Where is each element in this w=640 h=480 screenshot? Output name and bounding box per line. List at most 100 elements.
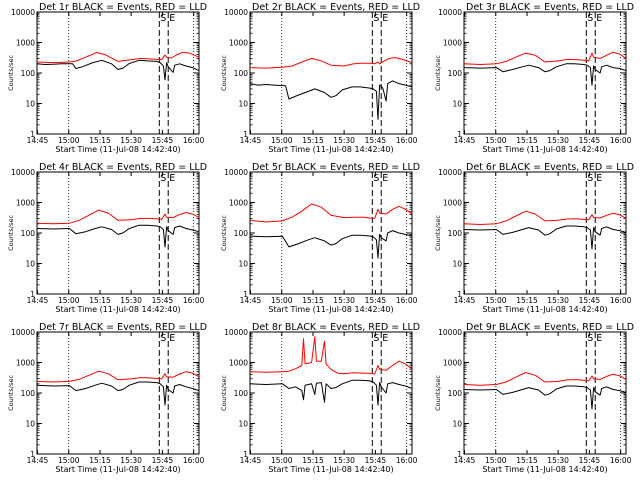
series-events-line [249, 379, 413, 406]
plot-frame [249, 11, 413, 135]
series-lld-line [463, 372, 627, 386]
marker-e-label: E [596, 333, 602, 344]
x-tick-label: 15:15 [89, 136, 111, 145]
y-tick-label: 1 [243, 450, 248, 459]
y-tick-label: 1000 [16, 359, 35, 368]
x-tick-label: 15:30 [547, 456, 569, 465]
marker-s-label: S [160, 333, 166, 344]
y-tick-label: 1000 [16, 39, 35, 48]
x-tick-label: 15:15 [302, 136, 324, 145]
marker-s-label: S [373, 13, 379, 24]
series-lld-line [249, 336, 413, 375]
panel-title: Det 1r BLACK = Events, RED = LLD [39, 2, 207, 13]
x-tick-label: 15:45 [152, 136, 174, 145]
panel-det-4: Det 4r BLACK = Events, RED = LLD 1 10 100 10… [7, 162, 207, 314]
y-tick-label: 10000 [224, 328, 248, 337]
series-events-line [249, 230, 413, 259]
y-tick-label: 10 [25, 260, 35, 269]
y-tick-label: 1000 [229, 359, 248, 368]
panel-title: Det 2r BLACK = Events, RED = LLD [252, 2, 420, 13]
y-tick-label: 10 [238, 100, 248, 109]
x-tick-label: 16:00 [396, 296, 418, 305]
x-tick-label: 15:30 [333, 456, 355, 465]
y-tick-label: 100 [21, 69, 36, 78]
y-tick-label: 100 [448, 229, 463, 238]
x-tick-label: 14:45 [240, 136, 262, 145]
x-tick-label: 15:00 [271, 456, 293, 465]
x-tick-label: 14:45 [454, 456, 476, 465]
marker-e-label: E [169, 173, 175, 184]
x-tick-label: 15:15 [516, 296, 538, 305]
series-events-line [463, 225, 627, 250]
y-tick-label: 10000 [224, 8, 248, 17]
x-tick-label: 15:30 [120, 296, 142, 305]
series-events-line [249, 80, 413, 120]
x-tick-label: 15:00 [58, 456, 80, 465]
series-events-line [463, 63, 627, 86]
marker-s-label: S [373, 173, 379, 184]
x-tick-label: 15:15 [516, 136, 538, 145]
y-axis-label: Counts/sec [220, 55, 228, 91]
marker-e-label: E [596, 13, 602, 24]
y-tick-label: 10000 [438, 328, 462, 337]
x-tick-label: 16:00 [610, 136, 632, 145]
y-tick-label: 10 [25, 100, 35, 109]
series-lld-line [36, 209, 200, 225]
y-tick-label: 1 [457, 290, 462, 299]
marker-s-label: S [587, 333, 593, 344]
x-tick-label: 16:00 [183, 136, 205, 145]
x-tick-label: 15:00 [271, 136, 293, 145]
marker-e-label: E [596, 173, 602, 184]
x-axis-label: Start Time (11-Jul-08 14:42:40) [482, 305, 607, 314]
y-axis-label: Counts/sec [434, 55, 442, 91]
series-lld-line [463, 51, 627, 65]
panel-det-9: Det 9r BLACK = Events, RED = LLD 1 10 100 10… [434, 322, 634, 474]
y-tick-label: 100 [234, 229, 249, 238]
y-tick-label: 10000 [11, 328, 35, 337]
x-tick-label: 16:00 [183, 456, 205, 465]
y-tick-label: 1 [243, 290, 248, 299]
marker-s-label: S [160, 13, 166, 24]
panel-det-5: Det 5r BLACK = Events, RED = LLD 1 10 100 10… [220, 162, 420, 314]
x-tick-label: 15:00 [485, 136, 507, 145]
x-tick-label: 15:45 [365, 136, 387, 145]
series-lld-line [36, 51, 200, 64]
x-tick-label: 15:45 [579, 296, 601, 305]
x-axis-label: Start Time (11-Jul-08 14:42:40) [55, 465, 180, 474]
panel-det-7: Det 7r BLACK = Events, RED = LLD 1 10 100 10… [7, 322, 207, 474]
panel-det-1: Det 1r BLACK = Events, RED = LLD 1 10 100 10… [7, 2, 207, 154]
x-tick-label: 15:30 [120, 456, 142, 465]
y-axis-label: Counts/sec [7, 55, 15, 91]
panel-det-8: Det 8r BLACK = Events, RED = LLD 1 10 100 10… [220, 322, 420, 474]
y-axis-label: Counts/sec [434, 215, 442, 251]
x-tick-label: 15:00 [58, 136, 80, 145]
y-tick-label: 1000 [16, 199, 35, 208]
x-tick-label: 15:30 [333, 136, 355, 145]
y-tick-label: 100 [234, 69, 249, 78]
x-tick-label: 16:00 [396, 136, 418, 145]
y-tick-label: 1 [30, 130, 35, 139]
y-tick-label: 10 [238, 260, 248, 269]
x-axis-label: Start Time (11-Jul-08 14:42:40) [482, 145, 607, 154]
y-tick-label: 10 [452, 420, 462, 429]
y-tick-label: 1000 [229, 39, 248, 48]
y-tick-label: 1 [457, 450, 462, 459]
plot-frame [249, 331, 413, 455]
marker-e-label: E [169, 333, 175, 344]
x-tick-label: 15:30 [120, 136, 142, 145]
y-tick-label: 10000 [11, 168, 35, 177]
y-axis-label: Counts/sec [7, 215, 15, 251]
x-axis-label: Start Time (11-Jul-08 14:42:40) [482, 465, 607, 474]
plot-frame [36, 11, 200, 135]
series-events-line [36, 381, 200, 406]
marker-s-label: S [587, 13, 593, 24]
plot-frame [463, 171, 627, 295]
x-axis-label: Start Time (11-Jul-08 14:42:40) [55, 305, 180, 314]
series-lld-line [36, 370, 200, 383]
y-tick-label: 10000 [11, 8, 35, 17]
x-tick-label: 15:30 [547, 296, 569, 305]
panel-title: Det 8r BLACK = Events, RED = LLD [252, 322, 420, 333]
x-tick-label: 16:00 [610, 296, 632, 305]
y-tick-label: 1 [30, 290, 35, 299]
